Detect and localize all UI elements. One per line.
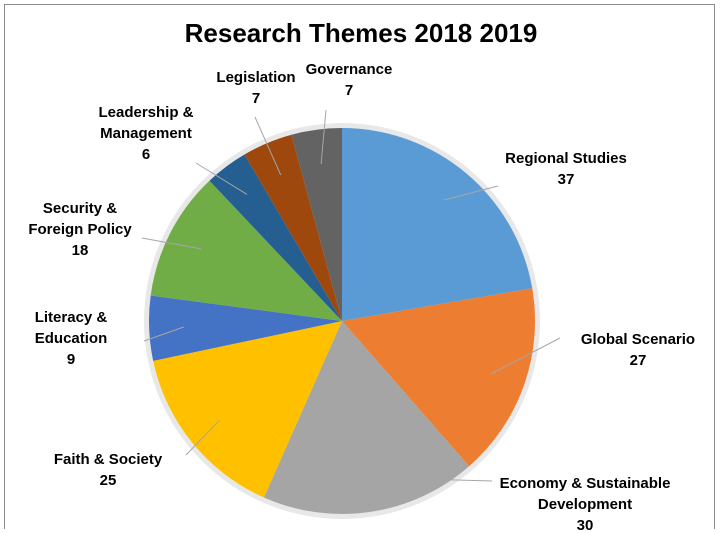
leader-line: [490, 337, 561, 375]
leader-lines: [141, 109, 561, 482]
data-label: Faith & Society 25: [54, 451, 163, 489]
data-label: Global Scenario 27: [581, 331, 695, 369]
pie-slice-leadership-management: [209, 154, 342, 321]
pie-slice-faith-society: [153, 321, 342, 498]
leader-line: [185, 420, 220, 456]
pie-slice-legislation: [244, 134, 342, 321]
pie-slice-security-foreign-policy: [150, 180, 342, 321]
leader-line: [195, 162, 248, 195]
data-label: Governance 7: [306, 61, 393, 99]
data-label: Regional Studies 37: [505, 150, 627, 188]
leader-line: [143, 326, 185, 342]
data-label: Literacy & Education 9: [35, 309, 108, 368]
leader-line: [365, 476, 493, 482]
pie-slices: [144, 123, 540, 519]
pie-slice-governance: [291, 128, 342, 321]
data-label: Economy & Sustainable Development 30: [500, 475, 671, 533]
data-label: Security & Foreign Policy 18: [28, 200, 132, 259]
data-labels: Regional Studies 37 Global Scenario 27 Econo…: [28, 61, 695, 533]
pie-slice-literacy-education: [149, 295, 342, 361]
leader-line: [254, 116, 282, 176]
pie-slice-regional-studies: [342, 128, 533, 321]
leader-line: [443, 185, 499, 201]
chart-title: Research Themes 2018 2019: [185, 18, 538, 48]
data-label: Legislation 7: [216, 69, 295, 107]
pie-slice-global-scenario: [342, 288, 535, 467]
leader-line: [141, 237, 202, 250]
data-label: Leadership & Management 6: [98, 104, 193, 163]
pie-slice-economy-sustainable-development: [263, 321, 470, 515]
chart-frame: [4, 4, 715, 529]
leader-line: [320, 109, 327, 165]
